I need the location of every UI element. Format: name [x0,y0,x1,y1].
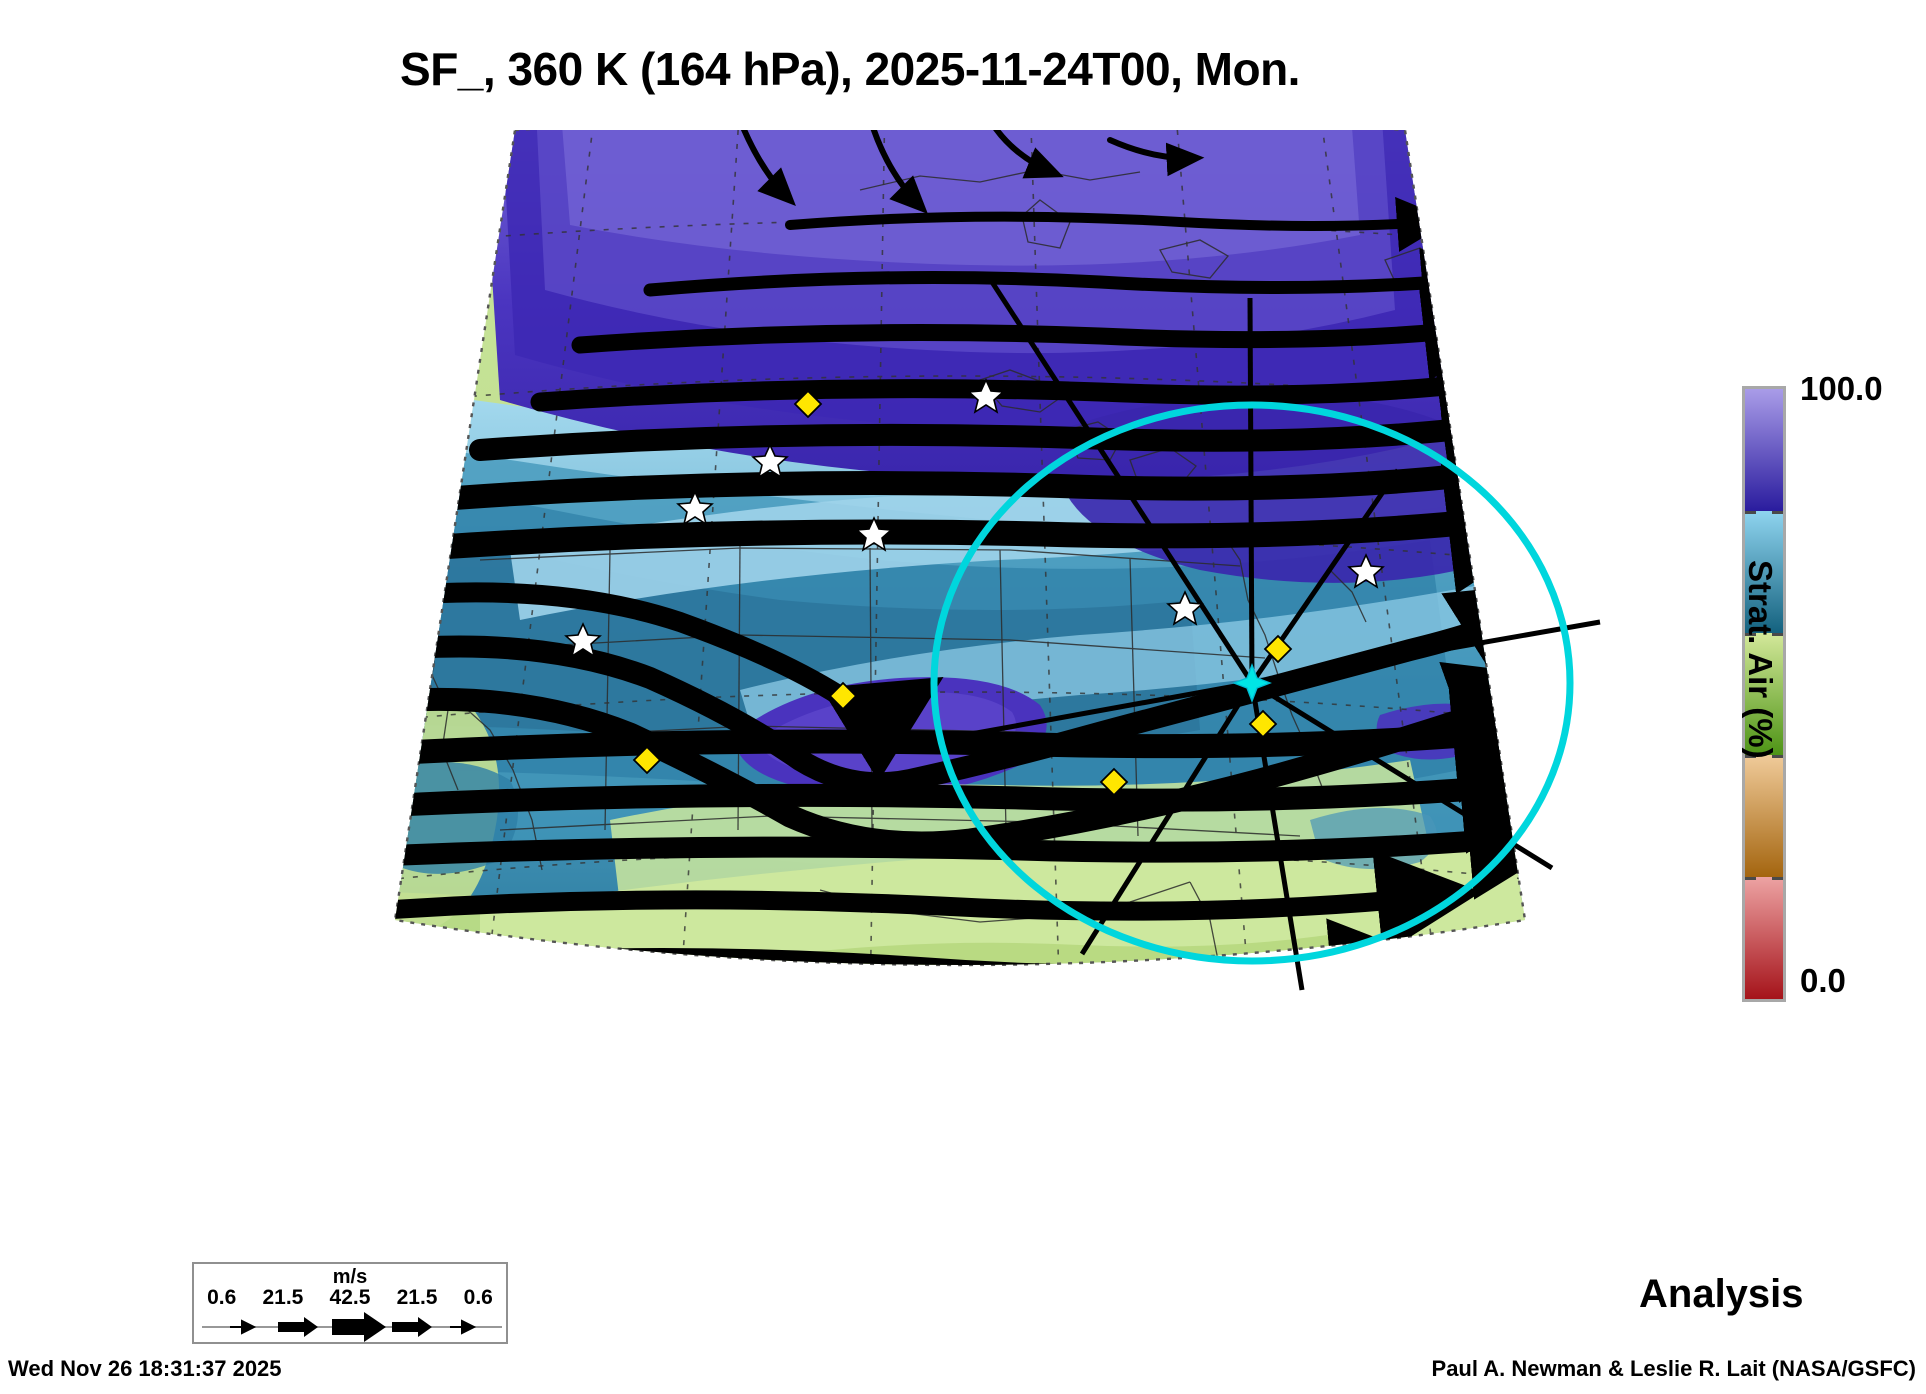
generation-timestamp: Wed Nov 26 18:31:37 2025 [8,1356,282,1381]
colorbar-tick [1745,511,1756,514]
colorbar-band-green [1745,633,1783,755]
cyan-star-marker [1232,663,1272,703]
wind-legend-values: 0.6 21.5 42.5 21.5 0.6 [194,1286,506,1310]
wind-legend-value: 21.5 [262,1286,304,1309]
colorbar[interactable] [1742,386,1786,1002]
colorbar-tick [1745,877,1756,880]
wind-legend-unit-label: m/s [332,1266,368,1288]
wind-speed-legend: m/s 0.6 21.5 42.5 21.5 0.6 [192,1262,508,1344]
analysis-label: Analysis [1639,1272,1804,1316]
colorbar-tick [1772,633,1783,636]
colorbar-band-purple [1745,389,1783,511]
colorbar-tick [1772,877,1783,880]
map-panel[interactable] [180,130,1740,1260]
colorbar-max-label: 100.0 [1800,370,1883,407]
white-star-markers [564,378,1385,658]
wind-legend-value: 0.6 [463,1286,493,1309]
colorbar-tick [1745,755,1756,758]
colorbar-band-red [1745,877,1783,999]
colorbar-tick [1772,511,1783,514]
radial-track-lines [959,280,1601,991]
map-figure[interactable] [180,130,1740,1260]
wind-legend-value: 0.6 [207,1286,237,1309]
cyan-range-circle [930,401,1574,965]
strat-air-contour-field [395,130,1525,965]
colorbar-min-label: 0.0 [1800,962,1846,999]
wind-legend-value: 42.5 [329,1286,371,1309]
page-title: SF_, 360 K (164 hPa), 2025-11-24T00, Mon… [400,43,1300,95]
wind-legend-arrows [202,1312,502,1342]
colorbar-tick [1745,633,1756,636]
colorbar-tick [1772,755,1783,758]
colorbar-band-blue [1745,511,1783,633]
credits-label: Paul A. Newman & Leslie R. Lait (NASA/GS… [1431,1356,1916,1381]
yellow-diamond-markers [632,389,1293,797]
colorbar-axis-title: Strat. Air (%) [1742,560,1779,759]
colorbar-band-tan [1745,755,1783,877]
wind-legend-value: 21.5 [396,1286,438,1309]
